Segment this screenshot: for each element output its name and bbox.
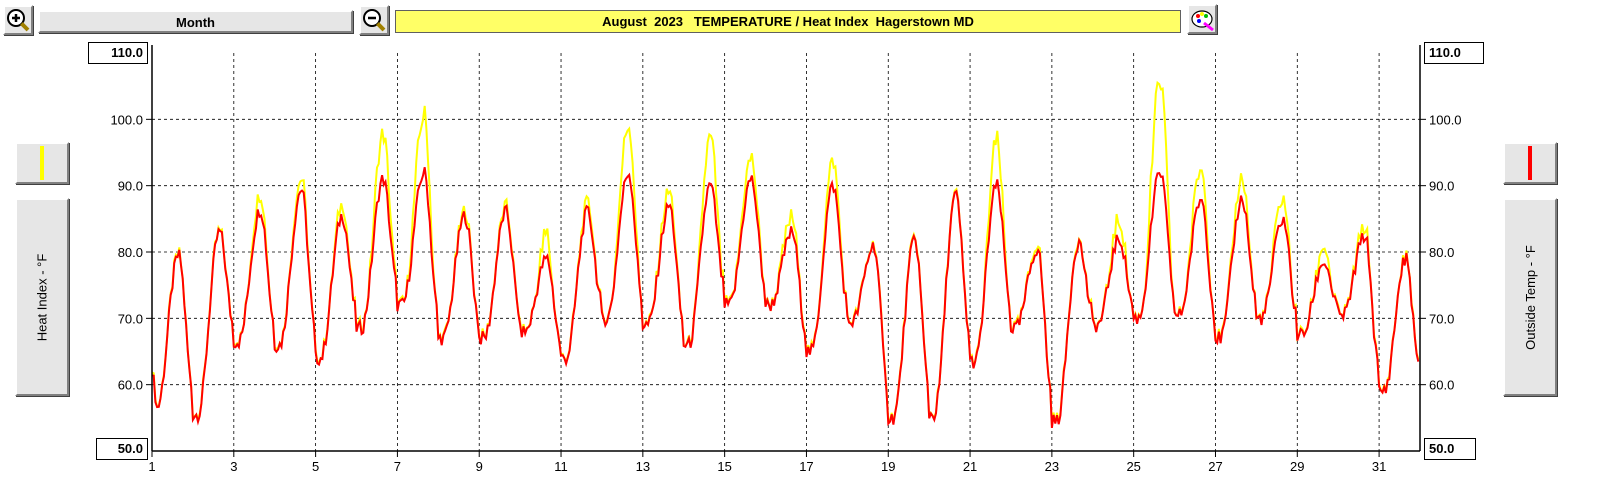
chart-title: August 2023 TEMPERATURE / Heat Index Hag… bbox=[395, 10, 1181, 33]
x-tick-label: 31 bbox=[1372, 459, 1386, 474]
y-tick-label-left: 90.0 bbox=[118, 179, 143, 194]
y-tick-label-right: 100.0 bbox=[1429, 112, 1462, 127]
x-tick-label: 7 bbox=[394, 459, 401, 474]
chart-ticks: 60.0 60.0 70.0 70.0 80.0 80.0 90.0 90.0 100.0 100… bbox=[110, 112, 1461, 474]
settings-button[interactable] bbox=[1187, 4, 1217, 34]
chart-series bbox=[151, 80, 1420, 429]
left-axis-min-input[interactable]: 50.0 bbox=[96, 438, 148, 460]
right-axis-max-input[interactable]: 110.0 bbox=[1424, 42, 1484, 64]
outside-temp-axis-label[interactable]: Outside Temp - °F bbox=[1503, 198, 1557, 396]
heat-index-axis-label[interactable]: Heat Index - °F bbox=[15, 198, 69, 396]
heat-index-color-button[interactable] bbox=[15, 142, 69, 184]
paint-palette-icon bbox=[1191, 10, 1214, 32]
x-tick-label: 3 bbox=[230, 459, 237, 474]
y-tick-label-left: 80.0 bbox=[118, 245, 143, 260]
x-tick-label: 29 bbox=[1290, 459, 1304, 474]
x-tick-label: 25 bbox=[1126, 459, 1140, 474]
y-tick-label-right: 80.0 bbox=[1429, 245, 1454, 260]
x-tick-label: 5 bbox=[312, 459, 319, 474]
x-tick-label: 11 bbox=[554, 459, 568, 474]
y-tick-label-left: 70.0 bbox=[118, 311, 143, 326]
period-selector[interactable]: Month bbox=[38, 10, 353, 33]
x-tick-label: 13 bbox=[636, 459, 650, 474]
heat-index-swatch bbox=[40, 146, 44, 180]
magnifier-minus-icon bbox=[363, 9, 386, 32]
y-tick-label-right: 60.0 bbox=[1429, 378, 1454, 393]
x-tick-label: 15 bbox=[717, 459, 731, 474]
zoom-out-button[interactable] bbox=[359, 5, 389, 35]
magnifier-plus-icon bbox=[7, 9, 30, 32]
chart-grid bbox=[152, 53, 1420, 451]
x-tick-label: 17 bbox=[799, 459, 813, 474]
y-tick-label-right: 90.0 bbox=[1429, 179, 1454, 194]
right-axis-min-input[interactable]: 50.0 bbox=[1424, 438, 1476, 460]
x-tick-label: 27 bbox=[1208, 459, 1222, 474]
y-tick-label-right: 70.0 bbox=[1429, 311, 1454, 326]
outside-temp-color-button[interactable] bbox=[1503, 142, 1557, 184]
x-tick-label: 9 bbox=[476, 459, 483, 474]
x-tick-label: 19 bbox=[881, 459, 895, 474]
x-tick-label: 21 bbox=[963, 459, 977, 474]
x-tick-label: 23 bbox=[1045, 459, 1059, 474]
y-tick-label-left: 100.0 bbox=[110, 112, 143, 127]
outside-temp-swatch bbox=[1528, 146, 1532, 180]
left-axis-max-input[interactable]: 110.0 bbox=[88, 42, 148, 64]
chart-frame bbox=[151, 45, 1421, 452]
zoom-in-button[interactable] bbox=[3, 5, 33, 35]
outside-temp-line bbox=[151, 167, 1420, 429]
y-tick-label-left: 60.0 bbox=[118, 378, 143, 393]
x-tick-label: 1 bbox=[148, 459, 155, 474]
